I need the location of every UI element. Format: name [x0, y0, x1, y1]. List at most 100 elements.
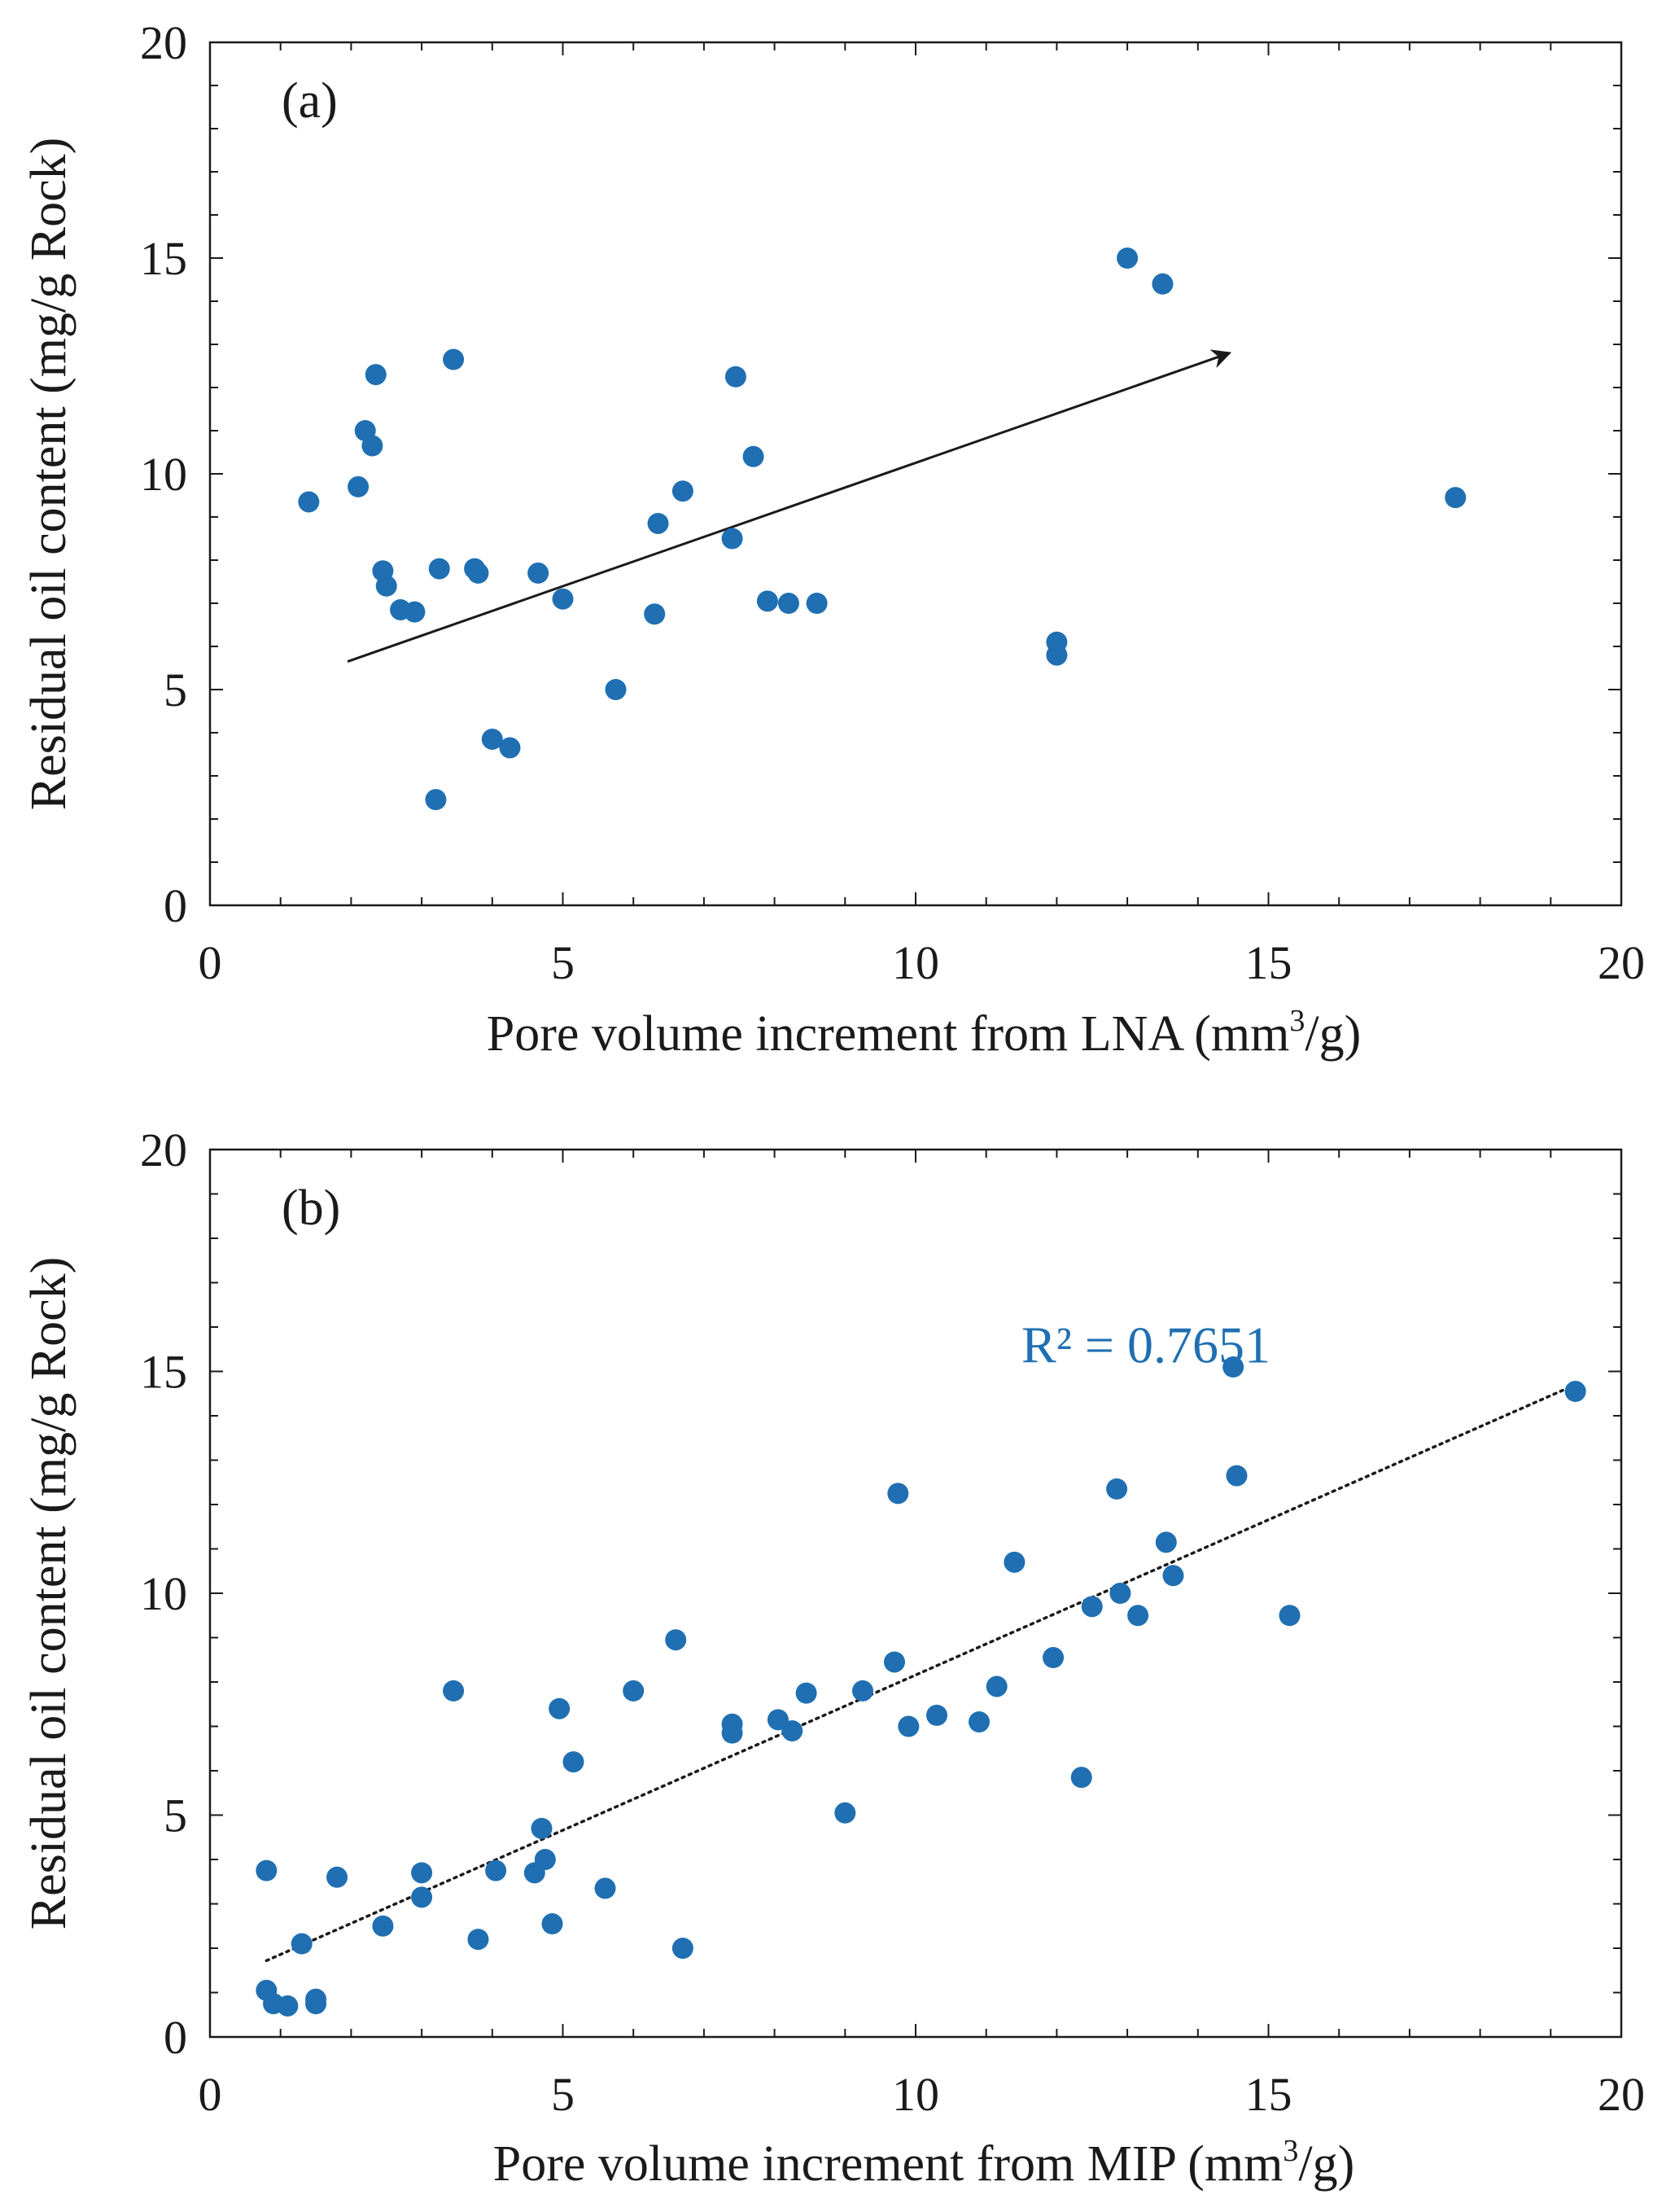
y-axis-title: Residual oil content (mg/g Rock) [21, 1257, 77, 1930]
data-point [781, 1719, 803, 1741]
data-point [291, 1933, 313, 1955]
y-tick-label: 0 [164, 2011, 187, 2064]
data-point [806, 593, 828, 614]
data-point [1226, 1465, 1248, 1487]
data-point [594, 1877, 616, 1899]
y-tick-label: 5 [164, 664, 187, 716]
y-tick-label: 10 [140, 1567, 187, 1620]
data-point [499, 737, 521, 759]
x-axis-title-tail: /g) [1298, 2136, 1354, 2192]
x-axis-title-tail: /g) [1305, 1006, 1361, 1062]
data-point [724, 366, 746, 388]
data-point [562, 1751, 584, 1773]
data-point [1279, 1605, 1301, 1627]
data-point [644, 603, 666, 625]
y-tick-label: 10 [140, 448, 187, 501]
chart-panel-b: 0 5 10 15 20 0 5 10 15 20 Pore volume increment fr… [21, 1124, 1645, 2192]
x-axis-title-main: Pore volume increment from MIP (mm [493, 2136, 1284, 2192]
x-tick-label: 0 [199, 2068, 222, 2121]
data-point [298, 491, 320, 513]
data-point [527, 562, 549, 584]
panel-label: (a) [282, 73, 338, 129]
data-point [1070, 1767, 1092, 1789]
y-tick-label: 0 [164, 879, 187, 932]
x-tick-label: 20 [1598, 2068, 1645, 2121]
data-point [898, 1715, 920, 1737]
data-point [428, 558, 450, 580]
y-tick-label: 20 [140, 16, 187, 69]
trend-arrow [347, 349, 1232, 663]
data-point [756, 590, 778, 612]
x-tick-label: 5 [551, 936, 575, 989]
data-point [1127, 1605, 1149, 1627]
x-tick-label: 5 [551, 2068, 575, 2121]
data-point [1046, 644, 1068, 666]
data-point [605, 679, 627, 700]
data-point [467, 562, 489, 584]
data-point [305, 1993, 327, 2015]
data-point [1564, 1381, 1586, 1403]
data-point [443, 348, 465, 370]
data-point [1152, 273, 1174, 295]
data-point [404, 601, 426, 623]
data-point [986, 1675, 1008, 1697]
data-point [348, 475, 370, 497]
data-point [665, 1629, 687, 1651]
data-point [1109, 1583, 1131, 1604]
data-point [541, 1913, 563, 1935]
x-tick-label: 15 [1245, 936, 1292, 989]
data-point [549, 1697, 571, 1719]
data-point [721, 528, 743, 550]
data-point [481, 728, 503, 750]
data-point [375, 575, 397, 597]
data-point [1155, 1531, 1177, 1553]
y-tick-label: 5 [164, 1789, 187, 1842]
r-squared-label: R² = 0.7651 [1021, 1316, 1270, 1374]
data-point [1117, 247, 1139, 269]
plot-frame [208, 41, 1623, 907]
data-point [552, 588, 574, 610]
data-point [372, 1915, 394, 1937]
data-point [1106, 1478, 1128, 1500]
data-point [1004, 1551, 1026, 1573]
data-point [742, 445, 764, 467]
data-point [721, 1722, 743, 1744]
y-tick-label: 15 [140, 232, 187, 285]
x-tick-label: 0 [199, 936, 222, 989]
x-tick-label: 10 [892, 936, 939, 989]
x-tick-label: 15 [1245, 2068, 1292, 2121]
panel-label: (b) [282, 1180, 340, 1236]
x-tick-label: 20 [1598, 936, 1645, 989]
data-point [834, 1802, 856, 1824]
data-point [795, 1682, 817, 1704]
x-tick-label: 10 [892, 2068, 939, 2121]
data-point [467, 1929, 489, 1951]
x-axis-title: Pore volume increment from LNA (mm3/g) [487, 1004, 1362, 1062]
data-point [534, 1849, 556, 1870]
data-point [411, 1862, 433, 1884]
data-point [969, 1711, 991, 1733]
data-point [256, 1859, 278, 1881]
data-point [887, 1483, 909, 1505]
y-tick-label: 20 [140, 1124, 187, 1176]
data-point [671, 480, 693, 502]
data-point [485, 1859, 507, 1881]
chart-panel-a: 0 5 10 15 20 0 5 10 15 20 Pore volume increment fr… [21, 16, 1645, 1062]
data-point [361, 435, 383, 457]
data-point [883, 1651, 905, 1673]
data-point [1162, 1565, 1184, 1587]
x-axis-title: Pore volume increment from MIP (mm3/g) [493, 2134, 1354, 2192]
data-point [777, 593, 799, 614]
data-point [623, 1680, 645, 1702]
data-point [531, 1817, 553, 1839]
data-point [851, 1680, 873, 1702]
data-point [926, 1704, 948, 1726]
trendline [265, 1383, 1577, 1963]
data-point [365, 364, 387, 386]
y-tick-label: 15 [140, 1346, 187, 1399]
data-point [1222, 1356, 1244, 1378]
data-point [443, 1680, 465, 1702]
y-axis-title: Residual oil content (mg/g Rock) [21, 138, 77, 811]
data-point [1043, 1647, 1065, 1669]
